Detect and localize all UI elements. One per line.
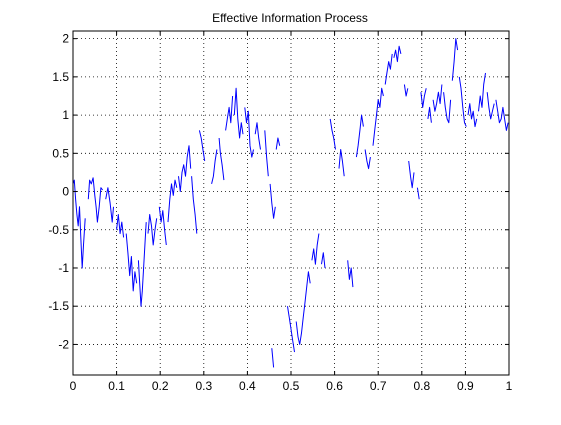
x-tick-label: 0.5 bbox=[283, 379, 300, 393]
series-segment bbox=[254, 122, 261, 150]
series-segment bbox=[347, 260, 354, 288]
series-segment bbox=[178, 145, 192, 192]
x-axis: 0 0.1 0.2 0.3 0.4 0.5 0.6 0.7 0.8 0.9 1 bbox=[70, 31, 513, 393]
series-segment bbox=[467, 103, 478, 128]
series-segment bbox=[137, 222, 147, 307]
x-tick-label: 0.8 bbox=[413, 379, 430, 393]
series-segment bbox=[384, 53, 393, 85]
series-segment bbox=[321, 252, 326, 269]
series-segment bbox=[295, 271, 311, 345]
series-segment bbox=[432, 84, 443, 112]
y-tick-label: -2 bbox=[58, 337, 69, 351]
series-segment bbox=[198, 130, 206, 162]
series-segment bbox=[420, 88, 427, 108]
series-segment bbox=[218, 137, 225, 181]
series-segment bbox=[403, 84, 409, 97]
series-segment bbox=[116, 214, 125, 238]
x-tick-label: 0 bbox=[70, 379, 77, 393]
x-tick-label: 0.6 bbox=[326, 379, 343, 393]
series-segment bbox=[264, 130, 269, 177]
series-segment bbox=[275, 137, 281, 150]
series-segment bbox=[355, 114, 364, 158]
grid bbox=[73, 31, 509, 375]
x-tick-label: 0.9 bbox=[457, 379, 474, 393]
y-tick-label: -1 bbox=[58, 261, 69, 275]
x-tick-label: 1 bbox=[506, 379, 513, 393]
x-tick-label: 0.2 bbox=[152, 379, 169, 393]
series-segment bbox=[225, 95, 234, 131]
x-tick-label: 0.1 bbox=[108, 379, 125, 393]
series-segment bbox=[408, 160, 415, 189]
y-tick-label: -1.5 bbox=[48, 299, 69, 313]
series-segment bbox=[191, 176, 198, 234]
series-segment bbox=[233, 87, 244, 139]
y-tick-label: 1.5 bbox=[52, 70, 69, 84]
series-segment bbox=[271, 348, 275, 368]
series-segment bbox=[158, 206, 167, 246]
series-segment bbox=[269, 183, 276, 219]
series-segment bbox=[329, 118, 336, 150]
series-segment bbox=[458, 76, 467, 127]
y-tick-label: 2 bbox=[62, 32, 69, 46]
y-tick-label: -0.5 bbox=[48, 223, 69, 237]
series-segment bbox=[372, 87, 384, 146]
series-segment bbox=[416, 187, 420, 200]
series-segment bbox=[72, 179, 86, 269]
y-tick-label: 1 bbox=[62, 108, 69, 122]
series-segment bbox=[167, 179, 178, 223]
x-tick-label: 0.4 bbox=[239, 379, 256, 393]
series-segment bbox=[287, 306, 295, 353]
series-segment bbox=[393, 45, 402, 63]
y-tick-label: 0 bbox=[62, 185, 69, 199]
series-segment bbox=[478, 72, 486, 112]
series-segment bbox=[451, 38, 459, 81]
series-segment bbox=[486, 92, 495, 120]
series-segment bbox=[311, 233, 320, 265]
series-segment bbox=[211, 149, 218, 185]
series-segment bbox=[244, 107, 254, 158]
y-tick-label: 0.5 bbox=[52, 146, 69, 160]
series-segment bbox=[427, 106, 432, 123]
x-tick-label: 0.3 bbox=[195, 379, 212, 393]
series-segment bbox=[443, 92, 452, 124]
series-segment bbox=[338, 149, 345, 177]
series-plot bbox=[72, 38, 509, 368]
series-segment bbox=[105, 187, 114, 223]
x-tick-label: 0.7 bbox=[370, 379, 387, 393]
chart-title: Effective Information Process bbox=[212, 11, 368, 25]
series-segment bbox=[147, 214, 158, 246]
series-segment bbox=[364, 149, 371, 170]
y-axis: 2 1.5 1 0.5 0 -0.5 -1 -1.5 -2 bbox=[48, 32, 509, 351]
series-segment bbox=[495, 99, 509, 131]
series-segment bbox=[87, 177, 104, 223]
series-segment bbox=[125, 233, 138, 292]
